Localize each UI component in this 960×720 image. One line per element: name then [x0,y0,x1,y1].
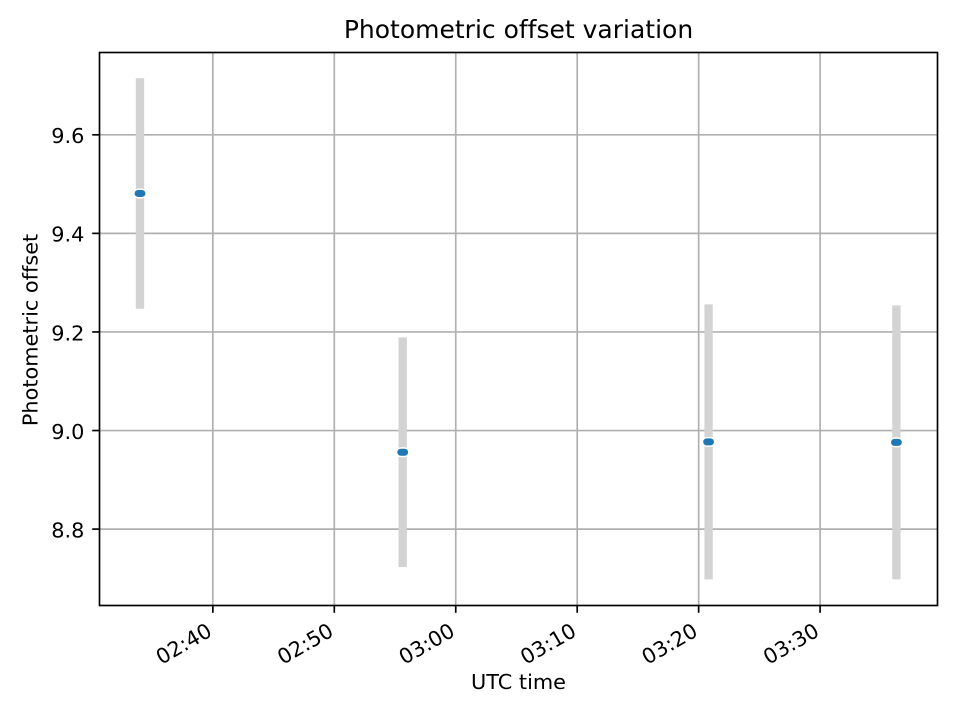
y-tick-label: 9.6 [51,124,84,148]
chart-title: Photometric offset variation [344,15,693,44]
axes-frame [98,51,939,607]
y-tick-label: 9.0 [51,420,84,444]
error-bars [135,78,901,580]
x-tick-label: 03:30 [759,619,823,670]
x-tick-labels: 02:40 02:50 03:00 03:10 03:20 03:30 [152,619,823,670]
y-tick-label: 8.8 [51,518,84,542]
x-tick-label: 03:10 [516,619,580,670]
x-tick-label: 02:50 [273,619,337,670]
gridlines [99,52,938,606]
y-tick-label: 9.4 [51,223,84,247]
y-tick-label: 9.2 [51,321,84,345]
y-tick-labels: 8.8 9.0 9.2 9.4 9.6 [51,124,84,542]
x-axis-label: UTC time [471,670,566,694]
axis-ticks [92,133,821,613]
data-markers [133,188,904,458]
y-axis-label: Photometric offset [18,234,42,426]
x-tick-label: 02:40 [152,619,216,670]
x-tick-label: 03:00 [395,619,459,670]
x-tick-label: 03:20 [638,619,702,670]
